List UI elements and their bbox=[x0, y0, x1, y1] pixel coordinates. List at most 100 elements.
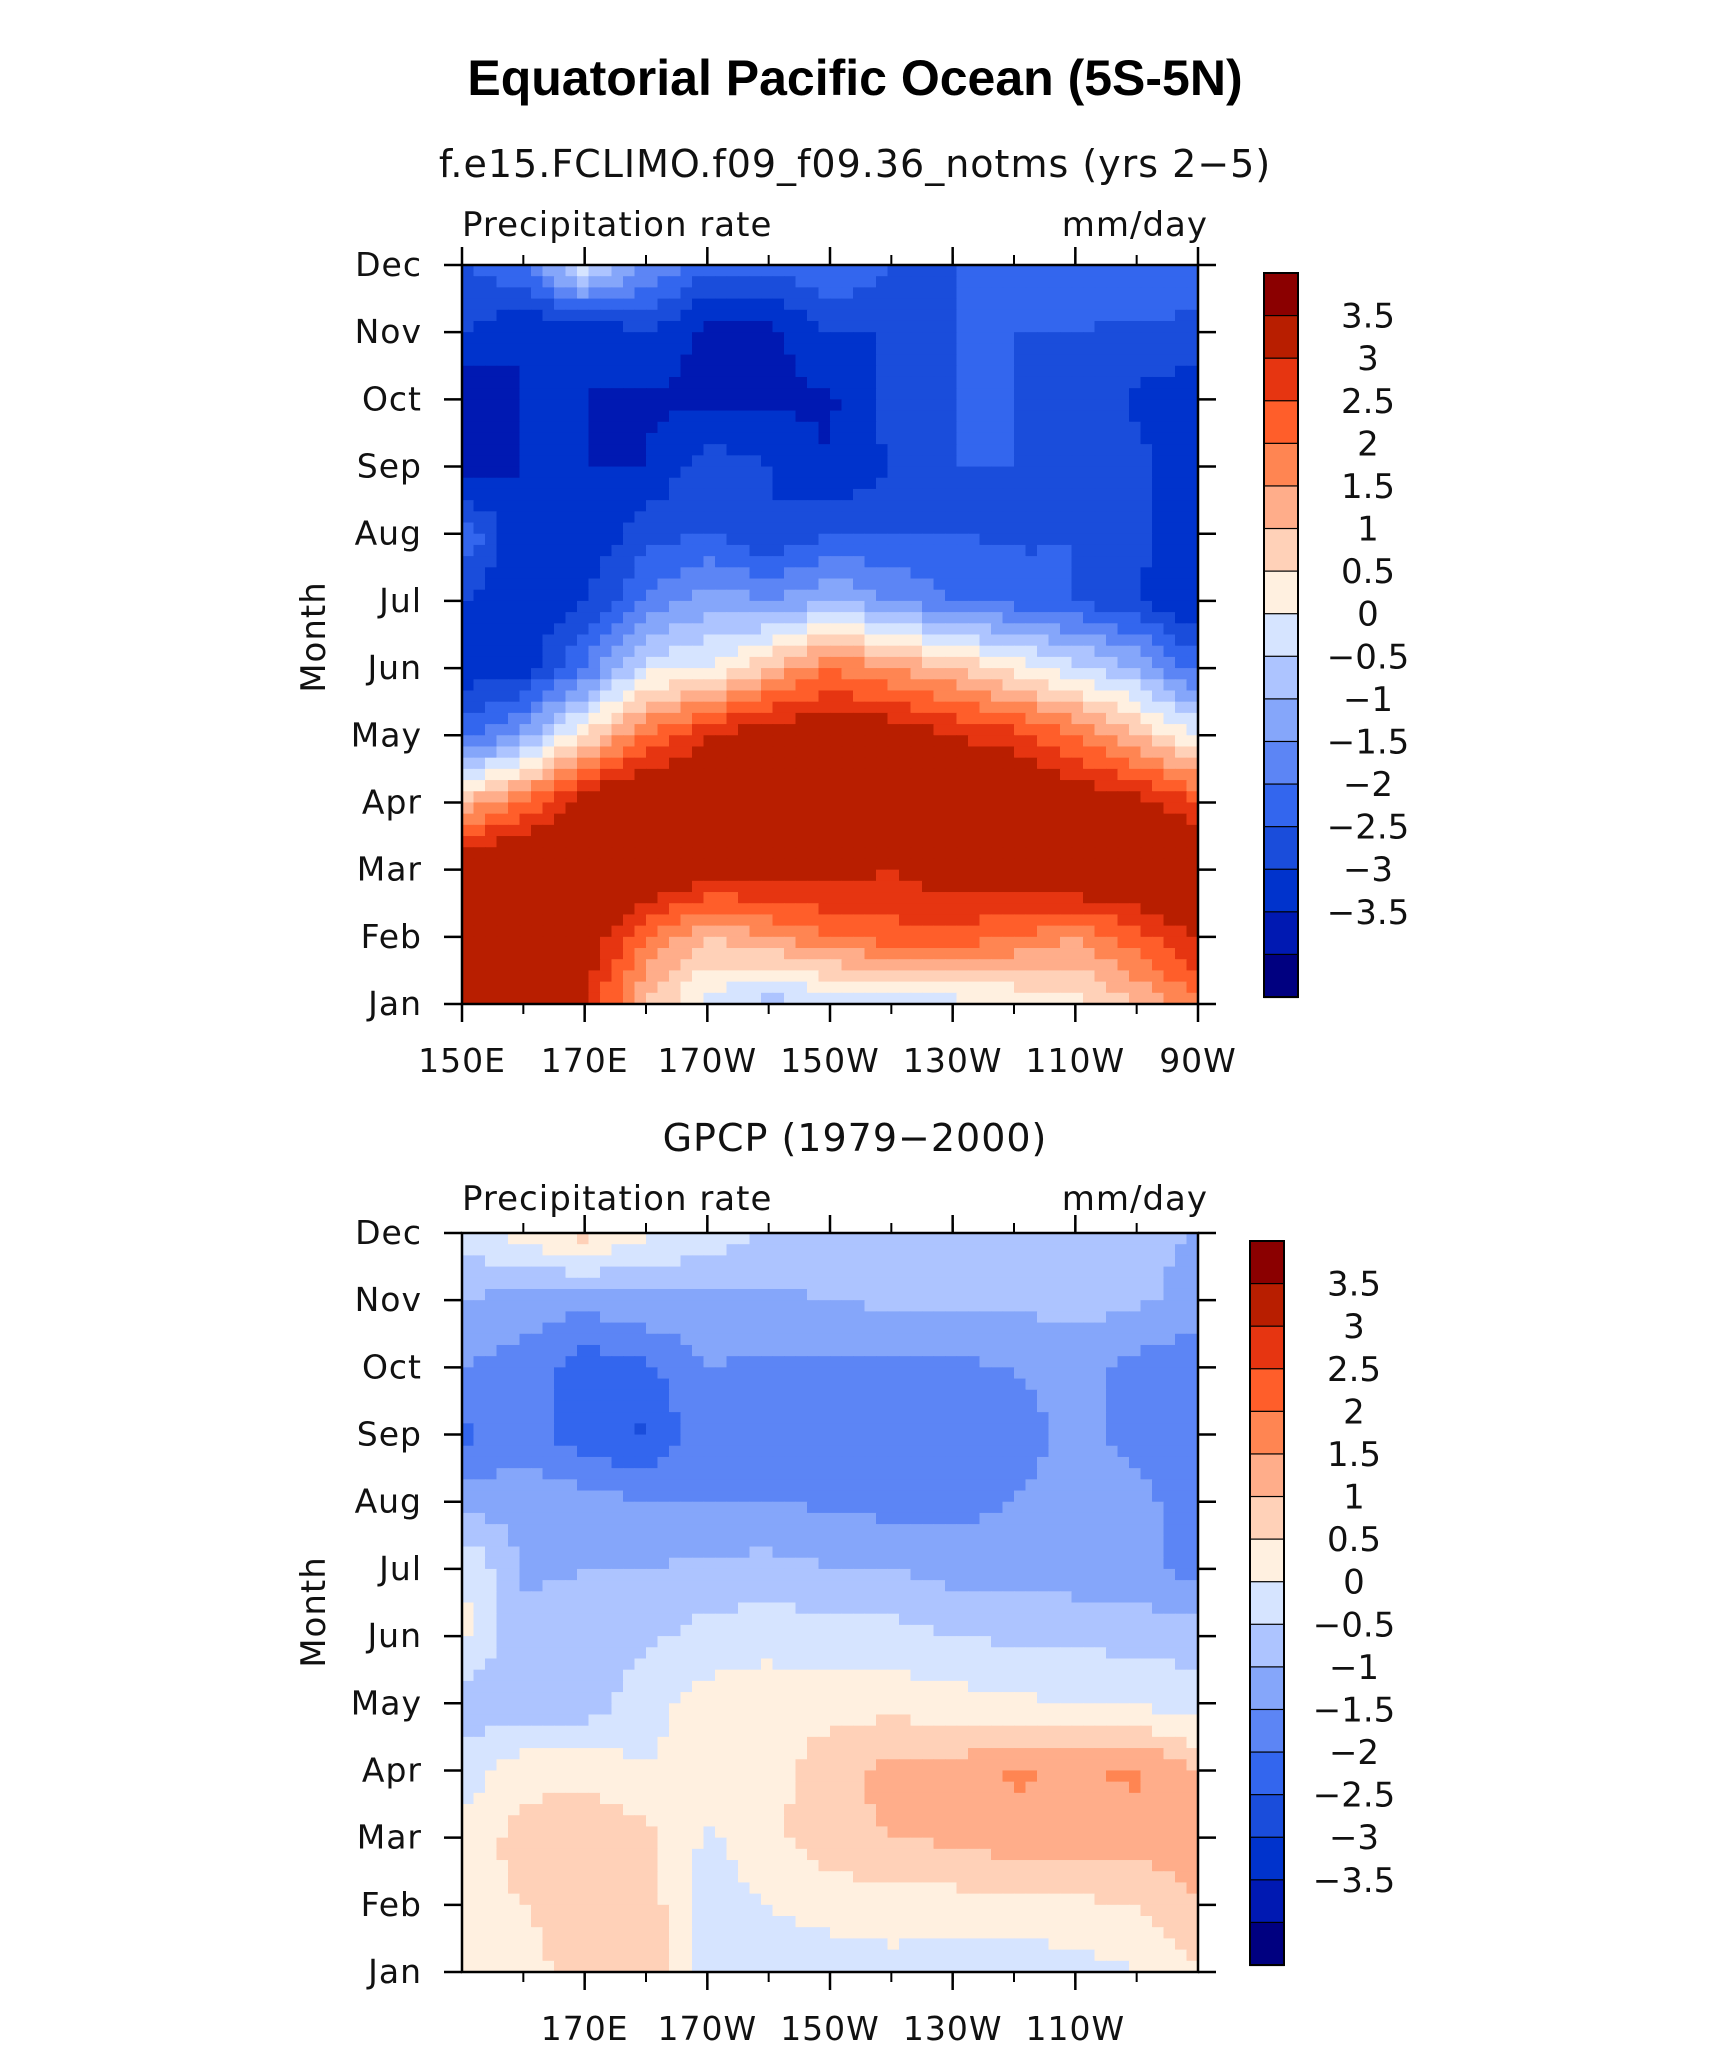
x-tick-label: 150E bbox=[418, 1041, 506, 1080]
contour-cell bbox=[565, 712, 578, 725]
contour-cell bbox=[508, 544, 521, 557]
contour-cell bbox=[692, 679, 705, 692]
contour-cell bbox=[462, 544, 475, 557]
contour-cell bbox=[623, 724, 636, 736]
contour-cell bbox=[1048, 533, 1061, 546]
contour-cell bbox=[646, 376, 659, 389]
contour-cell bbox=[772, 399, 785, 412]
contour-cell bbox=[830, 656, 843, 669]
contour-cell bbox=[761, 1266, 774, 1279]
contour-cell bbox=[646, 410, 659, 423]
contour-cell bbox=[1117, 780, 1130, 792]
contour-cell bbox=[1094, 880, 1107, 893]
contour-cell bbox=[761, 880, 774, 893]
contour-cell bbox=[519, 914, 532, 927]
contour-cell bbox=[554, 578, 567, 591]
contour-cell bbox=[1083, 746, 1096, 759]
contour-cell bbox=[646, 914, 659, 927]
contour-cell bbox=[1106, 981, 1119, 994]
contour-cell bbox=[922, 533, 935, 546]
contour-cell bbox=[784, 589, 797, 602]
contour-cell bbox=[795, 276, 808, 288]
contour-cell bbox=[496, 690, 509, 703]
contour-cell bbox=[841, 444, 854, 456]
contour-cell bbox=[462, 332, 475, 344]
contour-cell bbox=[1140, 656, 1153, 669]
contour-cell bbox=[922, 880, 935, 893]
contour-cell bbox=[899, 914, 912, 927]
contour-cell bbox=[646, 634, 659, 647]
contour-cell bbox=[519, 970, 532, 983]
contour-cell bbox=[761, 298, 774, 311]
contour-cell bbox=[611, 567, 624, 580]
contour-cell bbox=[1048, 421, 1061, 434]
contour-cell bbox=[876, 567, 889, 580]
contour-cell bbox=[761, 477, 774, 490]
contour-cell bbox=[1117, 399, 1130, 412]
contour-cell bbox=[1060, 959, 1073, 972]
contour-cell bbox=[1037, 724, 1050, 736]
contour-cell bbox=[646, 556, 659, 568]
contour-cell bbox=[1175, 1277, 1188, 1290]
contour-cell bbox=[588, 791, 601, 804]
contour-cell bbox=[1094, 735, 1107, 748]
contour-cell bbox=[623, 847, 636, 860]
contour-cell bbox=[462, 533, 475, 546]
contour-cell bbox=[968, 813, 981, 826]
contour-cell bbox=[1094, 746, 1107, 759]
contour-cell bbox=[726, 466, 739, 479]
contour-cell bbox=[1083, 780, 1096, 792]
contour-cell bbox=[876, 589, 889, 602]
contour-cell bbox=[830, 623, 843, 636]
contour-cell bbox=[1060, 421, 1073, 434]
contour-cell bbox=[1129, 421, 1142, 434]
contour-cell bbox=[462, 298, 475, 311]
contour-cell bbox=[565, 1288, 578, 1301]
contour-cell bbox=[657, 511, 670, 524]
contour-cell bbox=[899, 869, 912, 882]
contour-cell bbox=[841, 712, 854, 725]
contour-cell bbox=[738, 477, 751, 490]
contour-cell bbox=[922, 936, 935, 949]
contour-cell bbox=[864, 992, 877, 1005]
contour-cell bbox=[1048, 847, 1061, 860]
contour-cell bbox=[1129, 544, 1142, 557]
contour-cell bbox=[1025, 813, 1038, 826]
contour-cell bbox=[554, 365, 567, 378]
contour-cell bbox=[1140, 824, 1153, 837]
contour-cell bbox=[1186, 1255, 1199, 1268]
contour-cell bbox=[726, 276, 739, 288]
contour-cell bbox=[531, 746, 544, 759]
contour-cell bbox=[657, 735, 670, 748]
panel-model-units-label: mm/day bbox=[1062, 205, 1208, 245]
contour-cell bbox=[1094, 466, 1107, 479]
contour-cell bbox=[1025, 1311, 1038, 1324]
contour-cell bbox=[680, 847, 693, 860]
contour-cell bbox=[1060, 836, 1073, 848]
contour-cell bbox=[1014, 1233, 1027, 1245]
contour-cell bbox=[738, 511, 751, 524]
contour-cell bbox=[692, 936, 705, 949]
y-tick-label: Apr bbox=[362, 782, 422, 821]
contour-cell bbox=[876, 780, 889, 792]
contour-cell bbox=[761, 970, 774, 983]
contour-cell bbox=[692, 948, 705, 960]
contour-cell bbox=[1037, 735, 1050, 748]
contour-cell bbox=[657, 466, 670, 479]
colorbar-label: −1 bbox=[1343, 680, 1393, 720]
contour-cell bbox=[1083, 1233, 1096, 1245]
contour-cell bbox=[726, 1244, 739, 1256]
contour-cell bbox=[991, 265, 1004, 277]
contour-cell bbox=[554, 768, 567, 781]
contour-cell bbox=[1117, 724, 1130, 736]
contour-cell bbox=[726, 432, 739, 445]
contour-cell bbox=[853, 1288, 866, 1301]
contour-cell bbox=[772, 712, 785, 725]
contour-cell bbox=[979, 858, 992, 871]
contour-cell bbox=[577, 802, 590, 815]
contour-cell bbox=[807, 276, 820, 288]
contour-cell bbox=[933, 399, 946, 412]
contour-cell bbox=[1002, 791, 1015, 804]
contour-cell bbox=[1140, 354, 1153, 367]
contour-cell bbox=[1048, 880, 1061, 893]
